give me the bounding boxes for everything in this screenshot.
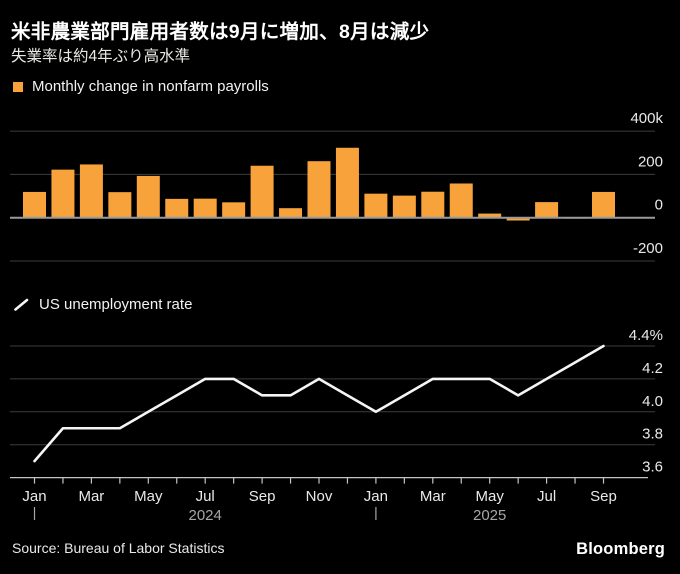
month-label: Jul (196, 488, 215, 505)
payroll-bar (23, 191, 46, 218)
line-series-mark-icon (14, 298, 29, 311)
unemployment-line (33, 344, 605, 463)
payroll-bar (421, 191, 445, 218)
bar-ytick-label: 400k (630, 110, 663, 127)
month-label: Mar (78, 488, 104, 505)
year-label: 2025 (473, 507, 506, 524)
payroll-bar (79, 164, 103, 218)
payroll-bar (279, 208, 303, 218)
payroll-bar (478, 213, 502, 218)
chart-title: 米非農業部門雇用者数は9月に増加、8月は減少 (11, 21, 430, 43)
payroll-bar (250, 165, 274, 218)
month-label: Jan (364, 488, 388, 505)
payroll-bar (193, 198, 217, 218)
month-label: Sep (590, 488, 617, 505)
unemployment-legend-label: US unemployment rate (39, 296, 193, 313)
month-label: Jul (537, 488, 556, 505)
payroll-bar (108, 192, 132, 218)
payroll-bar (165, 198, 189, 218)
source-note: Source: Bureau of Labor Statistics (12, 540, 225, 556)
month-label: Nov (306, 488, 333, 505)
month-label: May (134, 488, 163, 505)
month-label: Mar (420, 488, 446, 505)
payroll-bar (449, 183, 473, 218)
line-ytick-label: 4.4% (629, 327, 663, 344)
payrolls-legend-label: Monthly change in nonfarm payrolls (32, 78, 269, 95)
payroll-bar (307, 161, 331, 218)
bar-ytick-label: 200 (638, 153, 663, 170)
bar-ytick-label: 0 (655, 197, 663, 214)
bloomberg-logo: Bloomberg (576, 540, 665, 558)
payroll-bar (364, 193, 388, 218)
month-label: May (476, 488, 505, 505)
payroll-bar (506, 217, 530, 221)
payroll-bar (136, 175, 160, 218)
bar-ytick-label: -200 (633, 240, 663, 257)
line-ytick-label: 4.2 (642, 360, 663, 377)
year-label: 2024 (189, 507, 222, 524)
payroll-bar (392, 195, 416, 218)
month-label: Sep (249, 488, 276, 505)
payroll-bar (51, 169, 75, 218)
line-ytick-label: 3.8 (642, 426, 663, 443)
payroll-bar (335, 147, 359, 218)
payrolls-legend: Monthly change in nonfarm payrolls (13, 79, 269, 95)
line-ytick-label: 3.6 (642, 459, 663, 476)
month-label: Jan (22, 488, 46, 505)
bar-series-swatch-icon (13, 82, 23, 92)
unemployment-legend: US unemployment rate (13, 297, 192, 313)
payroll-bar (222, 202, 246, 218)
line-ytick-label: 4.0 (642, 393, 663, 410)
payroll-bar (592, 191, 615, 218)
chart-subtitle: 失業率は約4年ぶり高水準 (11, 48, 191, 65)
payroll-bar (535, 202, 559, 218)
